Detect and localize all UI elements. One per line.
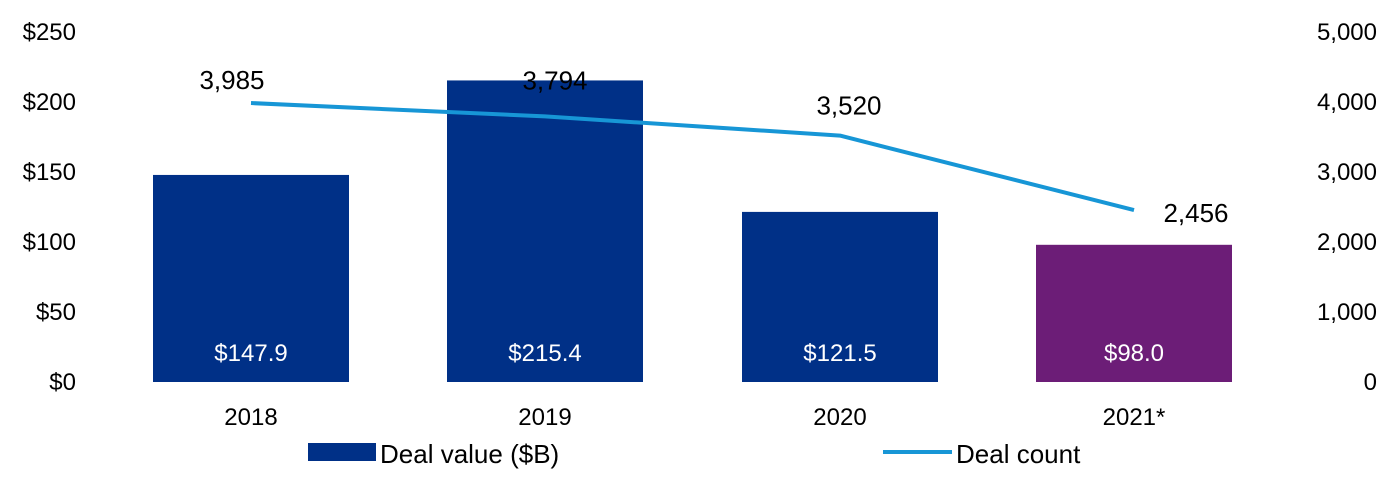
line-value-label: 3,985 xyxy=(199,65,264,95)
bar xyxy=(447,80,643,382)
bar-value-label: $98.0 xyxy=(1104,340,1164,367)
bar-value-label: $121.5 xyxy=(803,340,876,367)
left-tick-label: $250 xyxy=(23,19,76,46)
line-value-label: 2,456 xyxy=(1163,198,1228,228)
line-value-label: 3,794 xyxy=(522,65,587,95)
category-label: 2020 xyxy=(813,404,866,431)
category-label: 2019 xyxy=(518,404,571,431)
bar-series xyxy=(153,80,1232,382)
right-tick-label: 5,000 xyxy=(1317,19,1377,46)
line-value-label: 3,520 xyxy=(816,91,881,121)
right-tick-label: 2,000 xyxy=(1317,229,1377,256)
legend-label-deal-value: Deal value ($B) xyxy=(380,439,559,469)
left-y-axis: $0 $50 $100 $150 $200 $250 xyxy=(23,19,76,396)
bar-value-label: $215.4 xyxy=(508,340,581,367)
right-tick-label: 0 xyxy=(1364,369,1377,396)
legend-swatch-deal-value xyxy=(308,443,376,461)
bar-value-labels: $147.9 $215.4 $121.5 $98.0 xyxy=(214,340,1164,367)
legend: Deal value ($B) Deal count xyxy=(308,439,1081,469)
right-y-axis: 0 1,000 2,000 3,000 4,000 5,000 xyxy=(1317,19,1377,396)
bar-value-label: $147.9 xyxy=(214,340,287,367)
right-tick-label: 3,000 xyxy=(1317,159,1377,186)
line-series xyxy=(250,101,1135,213)
left-tick-label: $100 xyxy=(23,229,76,256)
left-tick-label: $50 xyxy=(36,299,76,326)
left-tick-label: $200 xyxy=(23,89,76,116)
category-label: 2018 xyxy=(224,404,277,431)
x-axis-categories: 2018 2019 2020 2021* xyxy=(224,404,1165,431)
deal-count-line xyxy=(250,101,1135,213)
left-tick-label: $150 xyxy=(23,159,76,186)
left-tick-label: $0 xyxy=(49,369,76,396)
bar xyxy=(742,211,938,382)
legend-label-deal-count: Deal count xyxy=(956,439,1081,469)
category-label: 2021* xyxy=(1103,404,1166,431)
right-tick-label: 1,000 xyxy=(1317,299,1377,326)
line-value-labels: 3,985 3,794 3,520 2,456 xyxy=(199,65,1228,228)
right-tick-label: 4,000 xyxy=(1317,89,1377,116)
bar xyxy=(1036,244,1232,382)
bar xyxy=(153,174,349,382)
